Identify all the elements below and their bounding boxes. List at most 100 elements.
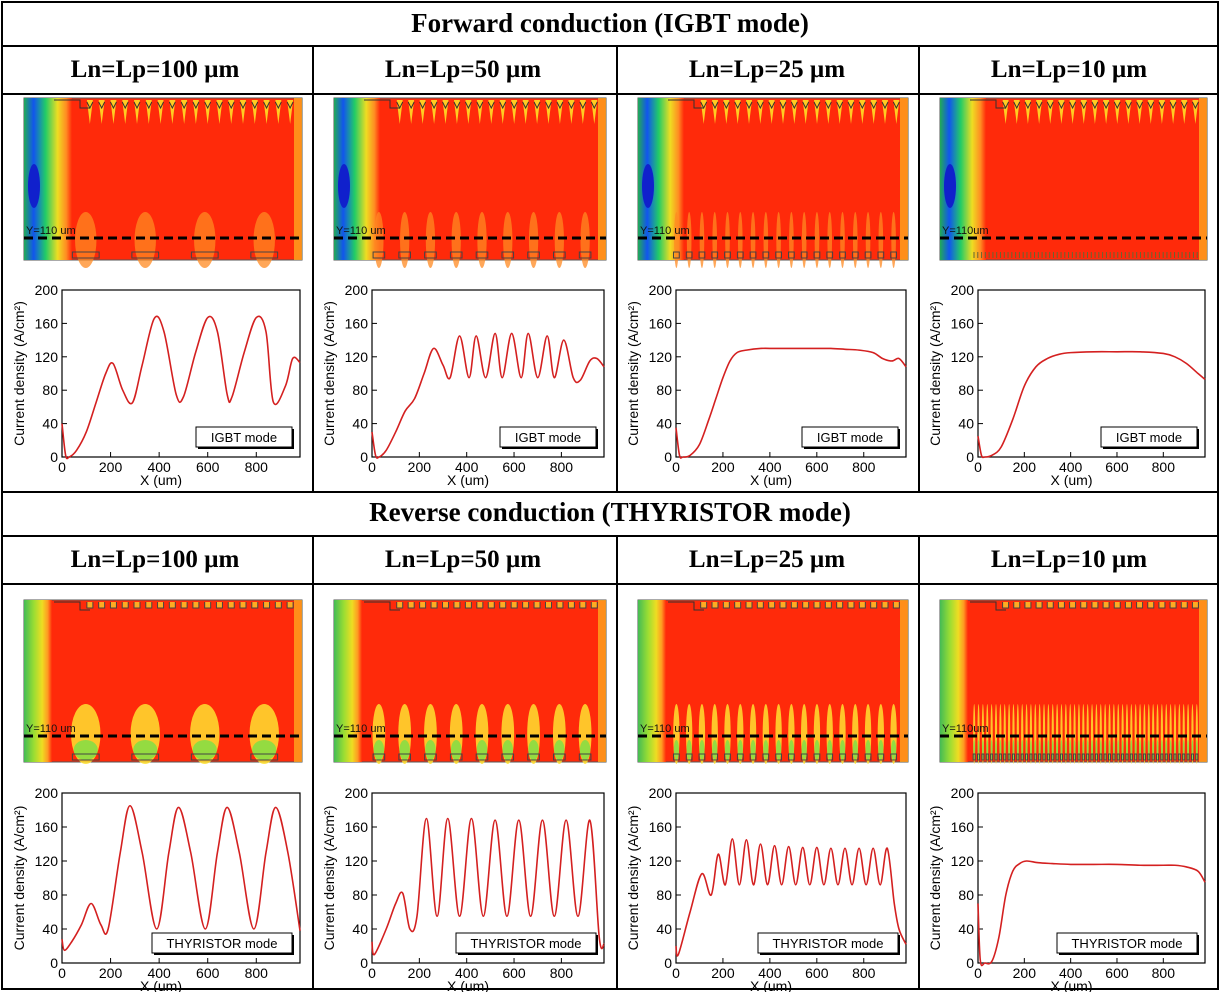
cell-cup bbox=[557, 602, 563, 608]
x-tick-label: 0 bbox=[672, 965, 680, 981]
y-axis-label: Current density (A/cm²) bbox=[321, 301, 337, 446]
bottom-plume bbox=[725, 212, 730, 268]
cell-cup bbox=[701, 602, 707, 608]
bottom-plume bbox=[802, 212, 807, 268]
cell-cup bbox=[746, 602, 752, 608]
bottom-plume-core bbox=[399, 740, 409, 760]
cell-cup bbox=[803, 602, 809, 608]
y-tick-label: 160 bbox=[649, 819, 673, 835]
cell-cup bbox=[1003, 602, 1009, 608]
bottom-plume bbox=[751, 212, 756, 268]
cell-cup bbox=[523, 602, 529, 608]
x-tick-label: 0 bbox=[368, 459, 376, 475]
bottom-plume bbox=[789, 212, 794, 268]
cell-cup bbox=[1081, 602, 1087, 608]
x-axis-label: X (um) bbox=[750, 472, 792, 488]
bottom-plume bbox=[764, 212, 769, 268]
cell-cup bbox=[859, 602, 865, 608]
right-edge bbox=[598, 98, 606, 260]
cell-cup bbox=[287, 602, 293, 608]
cell-cup bbox=[397, 602, 403, 608]
legend-label: IGBT mode bbox=[1116, 430, 1182, 445]
bottom-plume-core bbox=[699, 740, 704, 760]
x-tick-label: 600 bbox=[196, 459, 220, 475]
row-divider bbox=[1, 93, 1219, 95]
cell-cup bbox=[122, 602, 128, 608]
y-tick-label: 80 bbox=[656, 887, 672, 903]
cell-cup bbox=[1114, 602, 1120, 608]
cell-cup bbox=[1025, 602, 1031, 608]
x-tick-label: 200 bbox=[1013, 459, 1037, 475]
x-tick-label: 0 bbox=[672, 459, 680, 475]
bottom-plume bbox=[580, 212, 589, 268]
table-border bbox=[1, 1, 1219, 3]
cell-cup bbox=[1137, 602, 1143, 608]
cut-line-label: Y=110 um bbox=[26, 723, 76, 735]
y-tick-label: 160 bbox=[345, 315, 369, 331]
cell-cup bbox=[1192, 602, 1198, 608]
cell-cup bbox=[757, 602, 763, 608]
bottom-plume-core bbox=[580, 740, 590, 760]
row-divider bbox=[1, 491, 1219, 493]
cell-cup bbox=[1159, 602, 1165, 608]
bottom-plume bbox=[815, 212, 820, 268]
cell-cup bbox=[591, 602, 597, 608]
termination-region bbox=[940, 600, 968, 762]
cell-cup bbox=[1181, 602, 1187, 608]
bottom-plume bbox=[555, 212, 564, 268]
bottom-plume bbox=[827, 212, 832, 268]
x-tick-label: 800 bbox=[1152, 459, 1176, 475]
row-divider bbox=[1, 583, 1219, 585]
cell-cup bbox=[216, 602, 222, 608]
x-tick-label: 600 bbox=[196, 965, 220, 981]
cell-cup bbox=[193, 602, 199, 608]
y-tick-label: 200 bbox=[345, 785, 369, 801]
cell-cup bbox=[1148, 602, 1154, 608]
x-tick-label: 600 bbox=[805, 459, 829, 475]
y-axis-label: Current density (A/cm²) bbox=[927, 301, 943, 446]
cell-cup bbox=[443, 602, 449, 608]
y-tick-label: 120 bbox=[649, 853, 673, 869]
right-edge bbox=[598, 600, 606, 762]
y-tick-label: 0 bbox=[50, 955, 58, 971]
x-axis-label: X (um) bbox=[447, 472, 489, 488]
table-border bbox=[1, 988, 1219, 990]
cell-cup bbox=[791, 602, 797, 608]
legend-label: THYRISTOR mode bbox=[772, 936, 883, 951]
current-density-plot: 040801201602000 200 400 600 800X (um)Current… bbox=[321, 282, 604, 488]
bottom-plume bbox=[135, 212, 156, 268]
column-divider bbox=[312, 45, 314, 493]
y-tick-label: 120 bbox=[35, 853, 59, 869]
y-tick-label: 80 bbox=[656, 382, 672, 398]
bottom-plume-core bbox=[554, 740, 564, 760]
y-tick-label: 0 bbox=[360, 955, 368, 971]
right-edge bbox=[294, 98, 302, 260]
y-tick-label: 40 bbox=[656, 416, 672, 432]
y-tick-label: 120 bbox=[649, 349, 673, 365]
y-axis-label: Current density (A/cm²) bbox=[321, 806, 337, 951]
bottom-plume-core bbox=[477, 740, 487, 760]
y-tick-label: 0 bbox=[360, 449, 368, 465]
contour-panel: Y=110 um bbox=[24, 600, 302, 764]
cell-cup bbox=[1070, 602, 1076, 608]
cell-cup bbox=[712, 602, 718, 608]
y-tick-label: 0 bbox=[50, 449, 58, 465]
cell-cup bbox=[431, 602, 437, 608]
y-tick-label: 80 bbox=[958, 382, 974, 398]
bottom-plume-core bbox=[674, 740, 679, 760]
legend-label: IGBT mode bbox=[515, 430, 581, 445]
x-axis-label: X (um) bbox=[140, 472, 182, 488]
bottom-plume-core bbox=[374, 740, 384, 760]
contour-panel: Y=110 um bbox=[334, 600, 606, 764]
bottom-plume-core bbox=[865, 740, 870, 760]
bottom-plume bbox=[712, 212, 717, 268]
bottom-plume-core bbox=[503, 740, 513, 760]
bottom-plume bbox=[503, 212, 512, 268]
y-tick-label: 80 bbox=[352, 382, 368, 398]
current-density-plot: 040801201602000 200 400 600 800X (um)Current… bbox=[927, 282, 1205, 488]
bottom-plume bbox=[75, 212, 96, 268]
cell-cup bbox=[420, 602, 426, 608]
x-tick-label: 800 bbox=[245, 459, 269, 475]
contour-panel: Y=110um bbox=[940, 600, 1207, 764]
